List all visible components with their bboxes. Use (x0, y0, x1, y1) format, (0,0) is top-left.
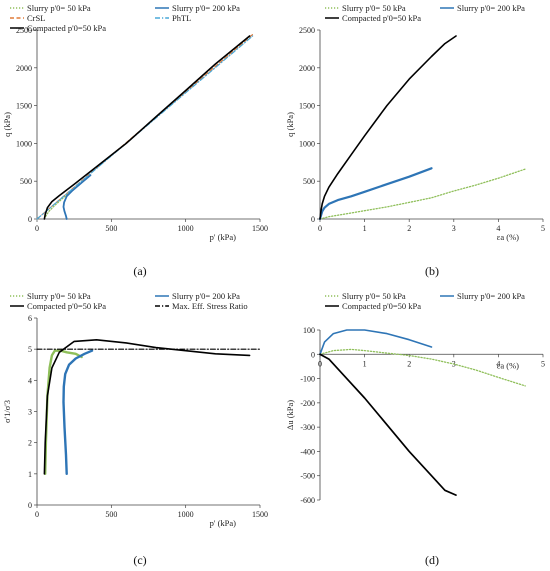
series-slurry-p-0-200-kpa (318, 167, 433, 221)
y-tick-label: 4 (28, 376, 32, 385)
series-compacted-p-0-50-kpa (319, 353, 457, 496)
x-tick-label: 1500 (252, 510, 268, 519)
x-tick-label: 500 (105, 510, 117, 519)
y-tick-label: 2500 (16, 26, 32, 35)
x-tick-label: 4 (496, 224, 500, 233)
y-tick-label: -400 (300, 447, 315, 456)
x-axis-label: εa (%) (497, 360, 519, 370)
y-tick-label: 2 (28, 439, 32, 448)
y-tick-label: 0 (28, 501, 32, 510)
y-tick-label: 3 (28, 408, 32, 417)
series-slurry-p-0-200-kpa (62, 349, 94, 475)
y-tick-label: -200 (300, 399, 315, 408)
panel-b: 0 500 1000 1500 2000 2500 0 1 2 3 4 5 εa (%) q (kPa) S… (285, 3, 545, 278)
y-tick-label: 1500 (299, 102, 315, 111)
x-tick-label: 500 (105, 224, 117, 233)
y-axis-label: σ'1/σ'3 (2, 400, 12, 423)
y-tick-label: 1500 (16, 102, 32, 111)
x-tick-label: 4 (496, 359, 500, 368)
x-tick-label: 0 (318, 359, 322, 368)
x-tick-label: 2 (407, 224, 411, 233)
legend-label: CrSL (27, 13, 45, 23)
y-tick-label: 0 (28, 215, 32, 224)
y-tick-label: 500 (20, 177, 32, 186)
legend-label: Slurry p'0= 200 kPa (457, 291, 525, 301)
y-tick-label: 5 (28, 345, 32, 354)
legend-label: Slurry p'0= 50 kPa (342, 3, 406, 13)
x-tick-label: 0 (35, 510, 39, 519)
x-tick-label: 3 (452, 224, 456, 233)
y-tick-label: 1000 (299, 139, 315, 148)
series-slurry-p-0-50-kpa (43, 190, 72, 220)
legend-label: Slurry p'0= 50 kPa (342, 291, 406, 301)
x-tick-label: 0 (35, 224, 39, 233)
y-tick-label: 500 (303, 177, 315, 186)
legend-label: Compacted p'0=50 kPa (342, 301, 421, 311)
x-tick-label: 1000 (178, 224, 194, 233)
x-tick-label: 0 (318, 224, 322, 233)
series-compacted-p-0-50-kpa (43, 338, 251, 475)
y-tick-label: -300 (300, 423, 315, 432)
y-tick-label: 2000 (16, 64, 32, 73)
y-axis-label: q (kPa) (285, 112, 295, 137)
legend-label: Slurry p'0= 50 kPa (27, 3, 91, 13)
legend-label: Slurry p'0= 200 kPa (172, 291, 240, 301)
y-tick-label: 100 (303, 326, 315, 335)
legend-label: Compacted p'0=50 kPa (27, 301, 106, 311)
series-slurry-p-0-200-kpa (319, 329, 433, 356)
x-tick-label: 2 (407, 359, 411, 368)
x-tick-label: 1500 (252, 224, 268, 233)
y-tick-label: 2500 (299, 26, 315, 35)
y-tick-label: 1000 (16, 139, 32, 148)
x-tick-label: 1000 (178, 510, 194, 519)
panel-a: 0 500 1000 1500 2000 2500 0 500 1000 1500 p' (kPa)… (2, 3, 268, 278)
legend-label: Max. Eff. Stress Ratio (172, 301, 248, 311)
x-tick-label: 1 (363, 224, 367, 233)
panel-c: 0 1 2 3 4 5 6 0 500 1000 1500 p' (kPa) σ'1/σ'3 Slurry… (2, 291, 268, 567)
series-compacted-p-0-50-kpa (43, 35, 251, 220)
legend-label: PhTL (172, 13, 191, 23)
legend-label: Slurry p'0= 200 kPa (172, 3, 240, 13)
y-tick-label: 0 (311, 350, 315, 359)
x-tick-label: 1 (363, 359, 367, 368)
panel-caption: (c) (133, 553, 146, 567)
panel-caption: (b) (425, 264, 439, 278)
legend-label: Slurry p'0= 50 kPa (27, 291, 91, 301)
x-tick-label: 5 (541, 359, 545, 368)
x-tick-label: 5 (541, 224, 545, 233)
panel-caption: (d) (425, 553, 439, 567)
y-tick-label: 1 (28, 470, 32, 479)
x-axis-label: p' (kPa) (210, 232, 236, 242)
y-tick-label: -500 (300, 472, 315, 481)
y-tick-label: -600 (300, 496, 315, 505)
series-slurry-p-0-50-kpa (319, 168, 526, 220)
legend-label: Compacted p'0=50 kPa (27, 23, 106, 33)
series-slurry-p-0-50-kpa (319, 348, 526, 387)
legend-label: Slurry p'0= 200 kPa (457, 3, 525, 13)
y-tick-label: 6 (28, 314, 32, 323)
y-axis-label: Δu (kPa) (285, 400, 295, 430)
y-tick-label: 2000 (299, 64, 315, 73)
panel-caption: (a) (133, 264, 146, 278)
y-tick-label: 0 (311, 215, 315, 224)
y-tick-label: -100 (300, 375, 315, 384)
series-compacted-p-0-50-kpa (319, 35, 457, 220)
y-axis-label: q (kPa) (2, 112, 12, 137)
x-axis-label: εa (%) (497, 232, 519, 242)
series-slurry-p-0-200-kpa (62, 174, 92, 220)
x-axis-label: p' (kPa) (210, 518, 236, 528)
legend-label: Compacted p'0=50 kPa (342, 13, 421, 23)
